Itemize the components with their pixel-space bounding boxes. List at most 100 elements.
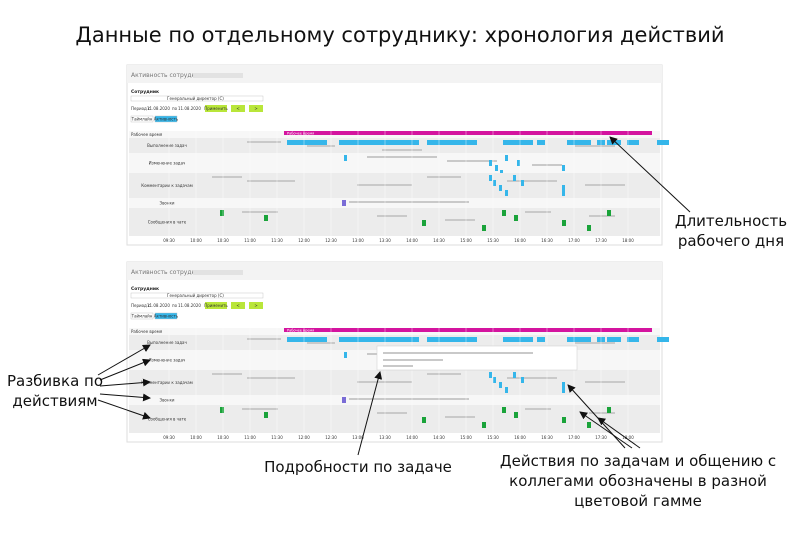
window-header xyxy=(127,262,662,280)
time-label: 09:30 xyxy=(163,238,175,243)
button[interactable] xyxy=(231,302,245,309)
screenshot: Активность сотрудника Сотрудник Генеральны… xyxy=(126,64,669,246)
row-band xyxy=(129,208,660,236)
activity-block xyxy=(562,417,566,423)
row-label: Звонки xyxy=(160,201,175,206)
date: 11.08.2020 xyxy=(147,106,170,111)
time-label: 11:00 xyxy=(244,238,256,243)
activity-block xyxy=(499,185,502,191)
field-label: Сотрудник xyxy=(131,286,159,292)
activity-block xyxy=(562,165,565,171)
time-label: 11:30 xyxy=(271,435,283,440)
annotation: действиям xyxy=(12,392,97,410)
time-label: 11:30 xyxy=(271,238,283,243)
button-label: Применить xyxy=(204,106,228,111)
work-time-label: Рабочее время xyxy=(287,131,314,135)
annotation: Подробности по задаче xyxy=(264,458,452,476)
tab-label: Таймлайн xyxy=(131,117,153,122)
activity-block xyxy=(493,377,496,383)
activity-block xyxy=(521,180,524,186)
activity-block xyxy=(562,185,565,191)
row-band xyxy=(129,405,660,433)
screenshot: Активность сотрудника Сотрудник Генеральны… xyxy=(126,261,669,443)
activity-block xyxy=(513,175,516,181)
time-label: 09:30 xyxy=(163,435,175,440)
activity-block xyxy=(482,422,486,428)
time-label: 16:30 xyxy=(541,435,553,440)
button[interactable] xyxy=(205,105,227,112)
row-label: Сообщения в чате xyxy=(148,220,187,225)
time-label: 13:30 xyxy=(379,435,391,440)
activity-block xyxy=(502,407,506,413)
activity-block xyxy=(220,210,224,216)
blurred-text xyxy=(247,338,281,340)
row-label: Рабочее время xyxy=(131,329,163,334)
arrow xyxy=(597,417,641,449)
blurred-text xyxy=(445,416,475,418)
activity-block xyxy=(503,337,533,342)
activity-block xyxy=(607,210,611,216)
row-band xyxy=(129,153,660,173)
blurred-text xyxy=(589,412,615,414)
time-label: 16:30 xyxy=(541,238,553,243)
blurred-text xyxy=(242,211,278,213)
blurred-name xyxy=(193,270,243,275)
button[interactable] xyxy=(231,105,245,112)
activity-block xyxy=(503,140,533,145)
blurred-text xyxy=(427,176,461,178)
activity-block xyxy=(489,372,492,378)
date: 11.08.2020 xyxy=(178,303,201,308)
tab[interactable] xyxy=(130,312,154,320)
date: 11.08.2020 xyxy=(147,303,170,308)
field-label: Период с xyxy=(131,303,150,308)
arrow xyxy=(97,399,151,420)
blurred-text xyxy=(525,408,551,410)
time-label: 14:00 xyxy=(406,435,418,440)
blurred-text xyxy=(247,141,281,143)
activity-block xyxy=(537,337,545,342)
blurred-text xyxy=(307,342,335,344)
tab[interactable] xyxy=(130,115,154,123)
time-label: 12:00 xyxy=(298,238,310,243)
blurred-text xyxy=(585,381,625,383)
blurred-text xyxy=(357,184,412,186)
time-label: 18:00 xyxy=(622,435,634,440)
activity-block xyxy=(562,382,565,388)
activity-block xyxy=(567,140,591,145)
row-label: Изменение задач xyxy=(149,358,186,363)
arrow xyxy=(99,378,151,387)
time-label: 16:00 xyxy=(514,238,526,243)
row-label: Звонки xyxy=(160,398,175,403)
button[interactable] xyxy=(205,302,227,309)
blurred-text xyxy=(445,219,475,221)
tab[interactable] xyxy=(154,115,178,123)
blurred-text xyxy=(575,342,615,344)
button[interactable] xyxy=(249,302,263,309)
time-label: 12:30 xyxy=(325,238,337,243)
annotation: Разбивка по xyxy=(7,372,103,390)
select-value: Генеральный директор (С) xyxy=(167,96,224,101)
blurred-text xyxy=(383,359,443,361)
activity-block xyxy=(607,337,621,342)
select xyxy=(130,95,264,102)
blurred-text xyxy=(349,201,469,203)
page-header: Активность сотрудника xyxy=(131,72,207,79)
activity-block xyxy=(489,160,492,166)
activity-block xyxy=(505,190,508,196)
tab[interactable] xyxy=(154,312,178,320)
time-label: 15:30 xyxy=(487,238,499,243)
activity-block xyxy=(493,180,496,186)
blurred-text xyxy=(507,180,557,182)
activity-block xyxy=(339,337,419,342)
annotation: коллегами обозначены в разной xyxy=(509,472,767,490)
activity-block xyxy=(521,377,524,383)
activity-block xyxy=(537,140,545,145)
button[interactable] xyxy=(249,105,263,112)
blurred-text xyxy=(377,412,407,414)
work-time-bar xyxy=(284,131,652,135)
select xyxy=(130,292,264,299)
blurred-text xyxy=(507,377,557,379)
blurred-text xyxy=(242,408,278,410)
time-label: 10:00 xyxy=(190,435,202,440)
row-label: Изменение задач xyxy=(149,161,186,166)
